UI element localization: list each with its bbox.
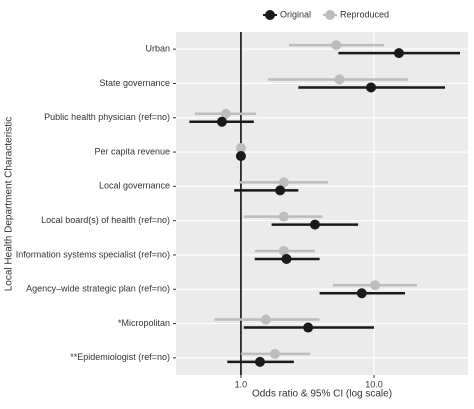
point	[393, 48, 404, 59]
point	[331, 40, 342, 51]
point	[356, 288, 367, 299]
y-tick-label: State governance	[99, 78, 170, 88]
plot-background	[176, 32, 468, 375]
point	[366, 82, 377, 93]
y-tick-label: Local governance	[99, 181, 170, 191]
legend-label: Reproduced	[340, 9, 389, 19]
point	[281, 253, 292, 264]
point	[235, 143, 246, 154]
point	[216, 116, 227, 127]
y-tick-label: Public health physician (ref=no)	[44, 112, 170, 122]
point	[235, 151, 246, 162]
y-tick-label: **Epidemiologist (ref=no)	[70, 352, 170, 362]
point	[269, 348, 280, 359]
y-tick-label: Urban	[145, 44, 170, 54]
point	[278, 211, 289, 222]
y-tick-label: *Micropolitan	[118, 318, 170, 328]
x-tick-label: 1.0	[235, 379, 248, 389]
point	[370, 280, 381, 291]
y-tick-label: Information systems specialist (ref=no)	[16, 249, 170, 259]
y-tick-label: Agency–wide strategic plan (ref=no)	[26, 284, 170, 294]
point	[278, 245, 289, 256]
y-tick-label: Local board(s) of health (ref=no)	[41, 215, 170, 225]
y-axis-title: Local Health Department Characteristic	[4, 117, 15, 292]
y-tick-label: Per capita revenue	[94, 146, 170, 156]
point	[334, 74, 345, 85]
point	[303, 322, 314, 333]
point	[220, 108, 231, 119]
legend-label: Original	[280, 9, 311, 19]
point	[309, 219, 320, 230]
point	[278, 177, 289, 188]
x-axis-title: Odds ratio & 95% CI (log scale)	[252, 389, 392, 400]
point	[275, 185, 286, 196]
point	[254, 356, 265, 367]
point	[260, 314, 271, 325]
x-tick-label: 10.0	[365, 379, 383, 389]
